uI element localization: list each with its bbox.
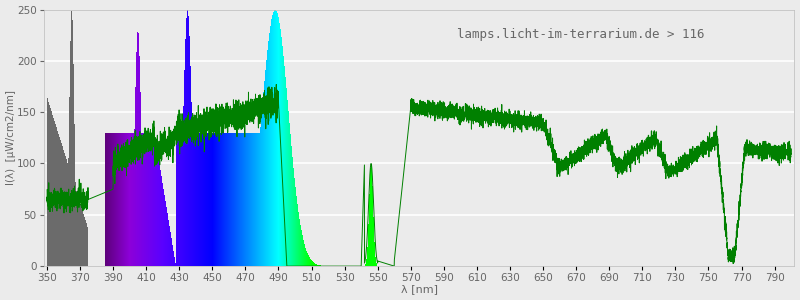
Text: lamps.licht-im-terrarium.de > 116: lamps.licht-im-terrarium.de > 116 [457, 28, 704, 40]
Y-axis label: I(λ)  [µW/cm2/nm]: I(λ) [µW/cm2/nm] [6, 90, 15, 185]
X-axis label: λ [nm]: λ [nm] [401, 284, 438, 294]
